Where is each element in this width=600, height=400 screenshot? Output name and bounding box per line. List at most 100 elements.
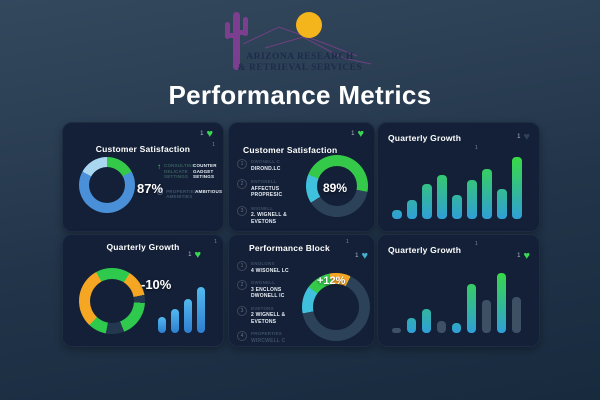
legend-item: ◷ PROPERTIES AMENITIES AMBITIOUS <box>157 188 223 200</box>
clock-icon: ◷ <box>157 188 164 196</box>
bar <box>512 157 522 219</box>
list-item-text: ENOLONS 4 WISONEL LC <box>251 261 289 274</box>
list-item-text: DWGNELL 3 ENCLONS DWONELL IC <box>251 280 285 299</box>
rank-circle: 4 <box>237 331 247 341</box>
bar <box>437 321 446 333</box>
list-item-faded: DWGNELL <box>251 280 276 285</box>
list-item-faded: WIGNELL <box>251 205 274 211</box>
donut-value: -10% <box>141 277 172 292</box>
rank-circle: 3 <box>237 305 247 316</box>
legend-text: COUNTER GADGET SETINGS <box>193 163 217 179</box>
corner-mark: 1 <box>214 239 217 245</box>
bar <box>197 287 205 333</box>
list-item: 3 EVETONS 2 WIGNELL & EVETONS <box>237 305 303 326</box>
donut-hole <box>317 166 357 206</box>
heart-icon: ♥ <box>523 250 530 262</box>
legend: ↑ CONSULTING DELICATE SETTINGS COUNTER G… <box>157 163 223 200</box>
list-item-text: DWONELL C DIROND.LC <box>251 159 281 172</box>
card-title: Quarterly Growth <box>388 133 462 143</box>
bar <box>512 297 521 333</box>
sun-icon <box>296 12 322 38</box>
card-performance-block: Performance Block 1 1 ♥ 1 ENOLONS 4 WISO… <box>228 234 375 347</box>
donut-chart <box>79 157 135 213</box>
corner-mark: 1 <box>475 145 478 151</box>
logo-line2: & RETRIEVAL SERVICES <box>237 62 363 73</box>
like-button[interactable]: 1 ♥ <box>200 128 213 140</box>
card-quarterly-growth-3: Quarterly Growth 1 1 ♥ <box>377 234 540 347</box>
like-button[interactable]: 1 ♥ <box>355 250 368 262</box>
heart-icon: ♥ <box>523 131 530 143</box>
like-count: 1 <box>517 134 521 140</box>
bar <box>467 284 476 333</box>
bar <box>407 200 417 219</box>
bar <box>158 317 166 333</box>
donut-chart <box>302 273 370 341</box>
rank-circle: 1 <box>237 261 247 271</box>
card-customer-satisfaction-2: 1 ♥ Customer Satisfaction 1 DWONELL C DI… <box>228 122 375 232</box>
card-title: Quarterly Growth <box>388 245 462 255</box>
bar <box>467 180 477 219</box>
list-item: 4 PROPERTIES WIRCWELL C <box>237 331 303 344</box>
logo-text: ARIZONA RESEARCH & RETRIEVAL SERVICES <box>225 52 375 73</box>
heart-icon: ♥ <box>361 250 368 262</box>
card-title: Quarterly Growth <box>106 242 180 252</box>
bar <box>437 175 447 219</box>
like-button[interactable]: 1 ♥ <box>517 250 530 262</box>
donut-value: 87% <box>137 181 164 196</box>
rank-circle: 1 <box>237 159 247 169</box>
legend-text: AMBITIOUS <box>195 188 223 194</box>
donut-hole <box>90 279 134 323</box>
list-item: 2 ENTONELL AFFECTUS PROPRESIC <box>237 179 303 199</box>
bar <box>171 309 179 333</box>
list-item-faded: EVETONS <box>251 305 274 311</box>
rank-circle: 2 <box>237 280 247 290</box>
card-customer-satisfaction-1: 1 ♥ 1 Customer Satisfaction 87% ↑ CONSUL… <box>62 122 224 232</box>
bar <box>422 309 431 333</box>
donut-value: +12% <box>317 275 346 287</box>
bar <box>482 169 492 219</box>
page-title: Performance Metrics <box>168 80 432 110</box>
list-item: 1 ENOLONS 4 WISONEL LC <box>237 261 303 274</box>
legend-faded-text: CONSULTING DELICATE SETTINGS <box>164 163 196 179</box>
list-item: 1 DWONELL C DIROND.LC <box>237 159 303 172</box>
corner-mark: 1 <box>475 241 478 247</box>
heart-icon: ♥ <box>194 249 201 261</box>
card-title: Performance Block <box>249 243 330 253</box>
bar <box>392 210 402 219</box>
heart-icon: ♥ <box>357 128 364 140</box>
bar <box>407 318 416 333</box>
bar <box>392 328 401 333</box>
like-button[interactable]: 1 ♥ <box>517 131 530 143</box>
corner-mark: 1 <box>346 239 349 245</box>
like-button[interactable]: 1 ♥ <box>351 128 364 140</box>
list-item-faded: PROPERTIES <box>251 331 283 336</box>
list-item: 3 WIGNELL 2. WIGNELL & EVETONS <box>237 205 303 226</box>
ranked-list: 1 DWONELL C DIROND.LC 2 ENTONELL AFFECTU… <box>237 159 303 225</box>
like-button[interactable]: 1 ♥ <box>188 249 201 261</box>
bar <box>184 299 192 333</box>
bar <box>497 273 506 333</box>
list-item: 2 DWGNELL 3 ENCLONS DWONELL IC <box>237 280 303 300</box>
donut-value: 89% <box>323 181 348 195</box>
bar <box>497 189 507 219</box>
like-count: 1 <box>351 131 355 137</box>
card-quarterly-growth-1: Quarterly Growth 1 1 ♥ <box>377 122 540 232</box>
legend-item: ↑ CONSULTING DELICATE SETTINGS COUNTER G… <box>157 163 221 180</box>
heart-icon: ♥ <box>206 128 213 140</box>
donut-chart <box>306 155 368 217</box>
donut-hole <box>89 167 125 203</box>
rank-circle: 3 <box>237 205 247 216</box>
logo: ARIZONA RESEARCH & RETRIEVAL SERVICES <box>225 6 375 78</box>
like-count: 1 <box>355 253 359 259</box>
card-title: Customer Satisfaction <box>95 144 191 154</box>
card-quarterly-growth-2: Quarterly Growth 1 1 ♥ -10% <box>62 234 224 347</box>
list-item-text: PROPERTIES WIRCWELL C <box>251 331 286 344</box>
bar-chart <box>392 273 521 333</box>
corner-mark: 1 <box>212 142 215 148</box>
card-title: Customer Satisfaction <box>243 145 338 155</box>
bar-chart <box>158 287 205 333</box>
mountains-icon <box>242 26 372 65</box>
list-item-faded: ENOLONS <box>251 261 275 266</box>
donut-chart <box>79 268 145 334</box>
